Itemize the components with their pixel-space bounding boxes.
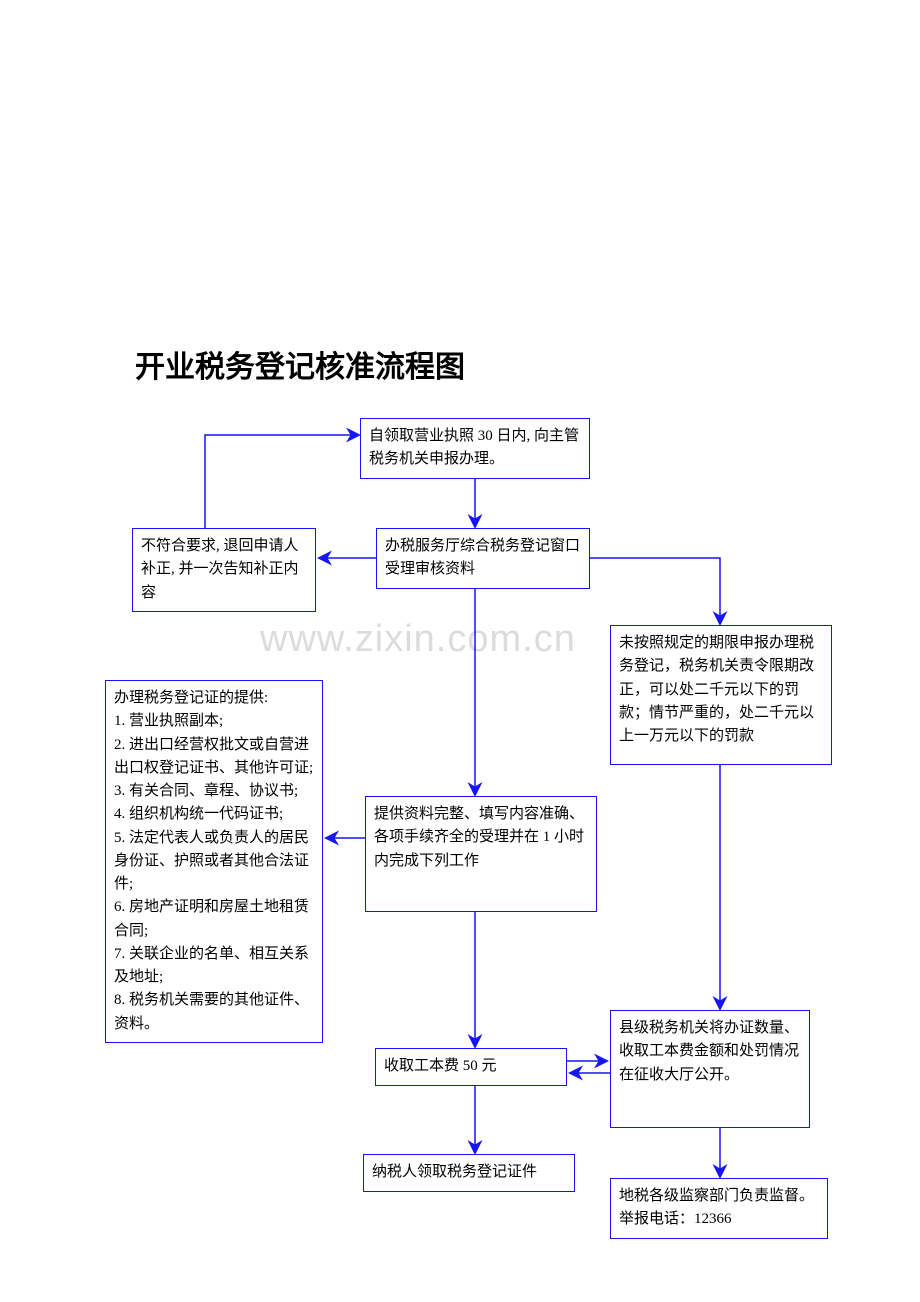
watermark-text: www.zixin.com.cn xyxy=(260,618,576,661)
node-documents-list: 办理税务登记证的提供:1. 营业执照副本;2. 进出口经营权批文或自营进出口权登… xyxy=(105,680,323,1043)
node-receive-cert: 纳税人领取税务登记证件 xyxy=(363,1154,575,1192)
node-supervision: 地税各级监察部门负责监督。举报电话：12366 xyxy=(610,1178,828,1239)
node-county-publish: 县级税务机关将办证数量、收取工本费金额和处罚情况在征收大厅公开。 xyxy=(610,1010,810,1128)
node-window-review: 办税服务厅综合税务登记窗口受理审核资料 xyxy=(376,528,590,589)
node-return-correction: 不符合要求, 退回申请人补正, 并一次告知补正内容 xyxy=(132,528,316,612)
node-penalty: 未按照规定的期限申报办理税务登记，税务机关责令限期改正，可以处二千元以下的罚款；… xyxy=(610,625,832,765)
page-title: 开业税务登记核准流程图 xyxy=(135,342,465,386)
node-fee: 收取工本费 50 元 xyxy=(375,1048,567,1086)
node-accept-process: 提供资料完整、填写内容准确、各项手续齐全的受理并在 1 小时内完成下列工作 xyxy=(365,796,597,912)
node-start: 自领取营业执照 30 日内, 向主管税务机关申报办理。 xyxy=(360,418,590,479)
